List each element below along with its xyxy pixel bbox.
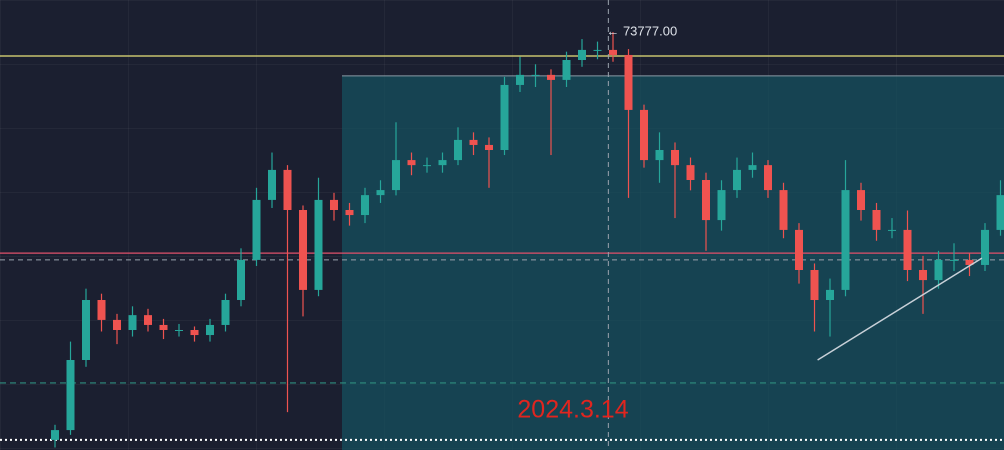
candle-body bbox=[190, 330, 199, 336]
candle-body bbox=[624, 54, 633, 110]
candle-body bbox=[795, 229, 803, 270]
candle-body bbox=[934, 259, 943, 281]
candle-body bbox=[764, 165, 772, 191]
candle-body bbox=[221, 300, 230, 325]
candle-body bbox=[175, 330, 183, 331]
candle-body bbox=[547, 74, 555, 80]
candle-body bbox=[423, 165, 431, 167]
candle-body bbox=[671, 150, 679, 166]
candle-body bbox=[810, 270, 819, 300]
candle-body bbox=[299, 210, 307, 290]
candle-body bbox=[996, 195, 1004, 230]
candle-body bbox=[903, 229, 912, 270]
candle-body bbox=[826, 289, 834, 300]
candle-body bbox=[655, 150, 664, 161]
candle-body bbox=[82, 300, 90, 360]
candle-body bbox=[237, 259, 245, 300]
candle-body bbox=[361, 195, 369, 216]
candle-body bbox=[981, 229, 989, 265]
candle-body bbox=[128, 315, 137, 330]
candle-body bbox=[593, 49, 602, 51]
candle-body bbox=[702, 180, 710, 221]
candle-body bbox=[206, 324, 214, 336]
zone bbox=[342, 75, 1004, 450]
candle-body bbox=[748, 165, 757, 170]
candle-body bbox=[345, 210, 354, 216]
candle-body bbox=[144, 315, 152, 325]
date-annotation: 2024.3.14 bbox=[517, 396, 628, 424]
candle-body bbox=[733, 169, 741, 191]
candle-body bbox=[252, 199, 261, 260]
candle-body bbox=[97, 300, 106, 320]
candle-body bbox=[66, 360, 75, 431]
candle-body bbox=[872, 210, 881, 230]
candle-body bbox=[51, 430, 59, 440]
candle-body bbox=[965, 259, 974, 265]
candle-body bbox=[113, 319, 121, 330]
candle-body bbox=[330, 199, 338, 210]
candle-body bbox=[314, 199, 323, 290]
candle-body bbox=[407, 160, 416, 166]
candle-body bbox=[717, 190, 726, 221]
candle-body bbox=[392, 160, 400, 191]
candle-body bbox=[640, 109, 648, 161]
candle-body bbox=[268, 169, 276, 200]
candle-body bbox=[609, 49, 617, 55]
candle-body bbox=[562, 60, 571, 80]
candle-body bbox=[919, 270, 927, 281]
candle-body bbox=[578, 49, 586, 60]
candle-body bbox=[531, 74, 540, 76]
candle-body bbox=[469, 139, 478, 145]
candle-body bbox=[454, 139, 462, 161]
candle-body bbox=[686, 165, 695, 180]
candle-body bbox=[950, 259, 958, 261]
candle-body bbox=[516, 74, 524, 85]
price-annotation: ← 73777.00 bbox=[606, 23, 677, 38]
candle-body bbox=[376, 190, 385, 196]
candle-body bbox=[841, 190, 850, 290]
candle-body bbox=[500, 84, 509, 150]
trendline bbox=[817, 257, 983, 361]
candle-body bbox=[159, 324, 168, 330]
candle-body bbox=[888, 229, 896, 231]
candle-body bbox=[485, 144, 493, 150]
candle-body bbox=[857, 190, 865, 210]
candle-body bbox=[438, 160, 447, 166]
candle-body bbox=[779, 190, 788, 230]
candle-body bbox=[283, 169, 292, 210]
